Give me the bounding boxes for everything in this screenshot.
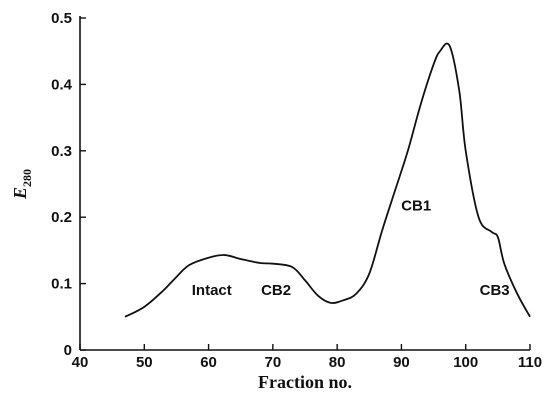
x-tick-label: 50: [136, 354, 153, 371]
axes: [79, 16, 530, 351]
series-group: [124, 42, 531, 318]
x-tick-label: 70: [265, 354, 282, 371]
y-axis-title-subscript: 280: [20, 169, 34, 187]
annotation-cb3: CB3: [480, 282, 510, 299]
x-tick-label: 60: [200, 354, 217, 371]
y-tick-label: 0.2: [51, 209, 72, 226]
x-tick-label: 90: [393, 354, 410, 371]
x-tick-label: 40: [72, 354, 89, 371]
x-ticks: 40 50 60 70 80 90 100 110: [72, 344, 542, 371]
x-tick-label: 100: [453, 354, 478, 371]
annotation-cb1: CB1: [401, 198, 431, 215]
annotation-cb2: CB2: [261, 282, 291, 299]
y-tick-label: 0.4: [51, 76, 73, 93]
y-tick-label: 0.5: [51, 10, 72, 27]
annotations: Intact CB2 CB1 CB3: [192, 198, 510, 299]
y-ticks: 0 0.1 0.2 0.3 0.4 0.5: [51, 10, 86, 359]
x-tick-label: 110: [518, 354, 542, 371]
series-line: [124, 42, 531, 318]
annotation-intact: Intact: [192, 282, 232, 299]
y-tick-label: 0.1: [51, 276, 72, 293]
y-axis-title-main: E: [10, 187, 30, 200]
x-axis-title: Fraction no.: [258, 372, 352, 392]
y-tick-label: 0.3: [51, 143, 72, 160]
x-tick-label: 80: [329, 354, 346, 371]
y-tick-label: 0: [64, 342, 72, 359]
y-axis-title: E280: [10, 169, 34, 200]
